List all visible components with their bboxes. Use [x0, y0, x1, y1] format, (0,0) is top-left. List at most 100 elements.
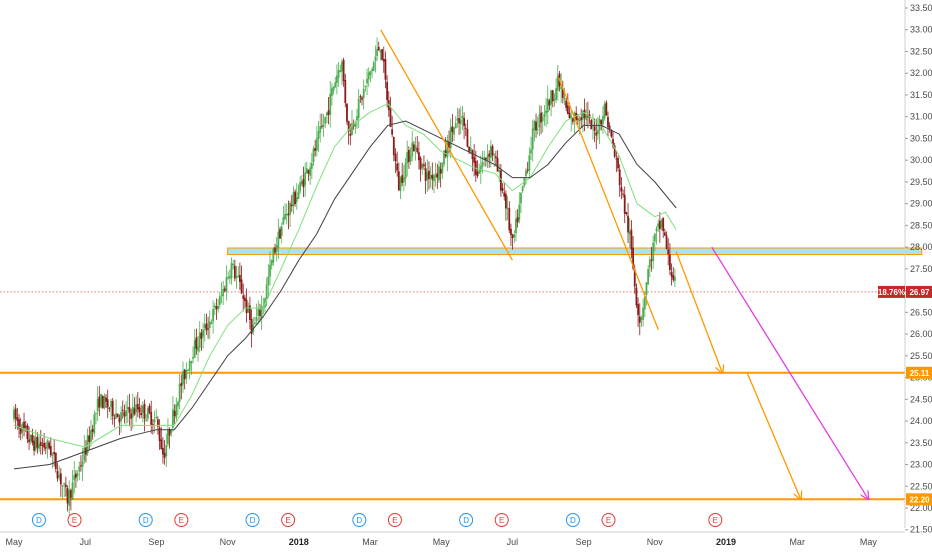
earnings-badge[interactable]: E: [494, 513, 509, 527]
candle-body: [277, 231, 280, 249]
candle-body: [168, 429, 171, 436]
dividend-badge[interactable]: D: [245, 513, 260, 527]
candle-body: [660, 219, 663, 228]
candle-body: [359, 96, 362, 98]
candle-body: [674, 276, 676, 281]
candle-body: [130, 413, 133, 419]
candle-body: [80, 465, 82, 467]
candle-body: [489, 146, 492, 158]
earnings-badge[interactable]: E: [67, 513, 82, 527]
candle-body: [566, 105, 569, 114]
candle-body: [473, 157, 476, 163]
candle-body: [227, 276, 230, 279]
candle-body: [648, 259, 651, 268]
earnings-badge[interactable]: E: [708, 513, 723, 527]
candle-body: [652, 242, 655, 262]
price-tick-label: 32.00: [910, 68, 932, 78]
candle-body: [543, 114, 546, 117]
candle-body: [431, 174, 434, 180]
candle-body: [608, 125, 611, 129]
candle-body: [392, 137, 395, 155]
candle-body: [88, 435, 91, 442]
earnings-badge[interactable]: E: [387, 513, 402, 527]
candle-body: [232, 263, 235, 266]
candle-body: [255, 317, 258, 321]
candle-body: [162, 448, 164, 455]
candle-body: [19, 427, 22, 434]
candle-body: [182, 371, 184, 385]
earnings-badge[interactable]: E: [601, 513, 616, 527]
candle-body: [374, 56, 377, 61]
candle-body: [310, 162, 313, 169]
dividend-badge[interactable]: D: [31, 513, 46, 527]
candle-body: [13, 409, 15, 420]
candle-body: [479, 165, 482, 172]
candle-body: [471, 150, 474, 160]
candle-body: [635, 287, 638, 306]
candle-body: [110, 400, 112, 408]
dividend-badge[interactable]: D: [565, 513, 580, 527]
candle-body: [265, 284, 268, 299]
moving-average-sma_fast[interactable]: [13, 103, 677, 448]
earnings-badge[interactable]: E: [281, 513, 296, 527]
candle-body: [228, 276, 231, 279]
badge-circle: [459, 513, 474, 527]
candle-body: [34, 436, 37, 450]
candle-body: [188, 361, 191, 371]
candle-body: [672, 275, 675, 280]
candle-body: [657, 223, 660, 228]
earnings-badge[interactable]: E: [174, 513, 189, 527]
trend-line-2018-top[interactable]: [380, 29, 513, 261]
projection-magenta[interactable]: [711, 246, 869, 499]
candle-body: [100, 394, 102, 407]
candle-body: [59, 473, 62, 485]
candle-body: [41, 444, 44, 446]
candle-body: [565, 100, 568, 108]
candle-body: [418, 152, 420, 161]
price-tick-label: 29.00: [910, 199, 932, 209]
candle-body: [585, 114, 588, 121]
candle-body: [561, 88, 564, 98]
dividend-badge[interactable]: D: [352, 513, 367, 527]
candle-body: [513, 234, 516, 238]
candle-body: [245, 299, 248, 314]
candle-body: [225, 277, 228, 292]
trend-line-2018-mid[interactable]: [558, 77, 659, 330]
dividend-badge[interactable]: D: [138, 513, 153, 527]
moving-average-sma_slow[interactable]: [13, 120, 677, 470]
candle-body: [86, 435, 89, 454]
candle-body: [463, 118, 465, 127]
candle-body: [287, 213, 290, 216]
badge-letter: E: [499, 516, 504, 525]
candle-body: [148, 405, 151, 413]
candle-body: [401, 175, 404, 183]
resistance-zone[interactable]: [227, 247, 923, 256]
candle-body: [617, 158, 619, 169]
candle-body: [526, 169, 529, 171]
candle-body: [103, 395, 106, 408]
candle-body: [441, 162, 444, 174]
badge-circle: [174, 513, 189, 527]
candle-body: [571, 117, 574, 122]
candle-body: [434, 174, 437, 177]
candle-body: [307, 170, 310, 174]
projection-to-22-20[interactable]: [746, 372, 800, 499]
candle-body: [615, 158, 618, 160]
candle-body: [295, 197, 298, 203]
candle-body: [357, 98, 360, 118]
candle-body: [215, 305, 218, 310]
candle-body: [81, 461, 84, 468]
candle-body: [315, 137, 318, 151]
candle-body: [377, 46, 380, 51]
candle-body: [429, 175, 432, 178]
candle-body: [438, 166, 440, 181]
candle-body: [195, 337, 198, 349]
candle-body: [279, 229, 281, 239]
candle-body: [602, 115, 604, 124]
current-price-label: 26.97: [909, 288, 930, 297]
candle-body: [386, 81, 389, 101]
dividend-badge[interactable]: D: [459, 513, 474, 527]
projection-to-25-11[interactable]: [675, 251, 722, 373]
